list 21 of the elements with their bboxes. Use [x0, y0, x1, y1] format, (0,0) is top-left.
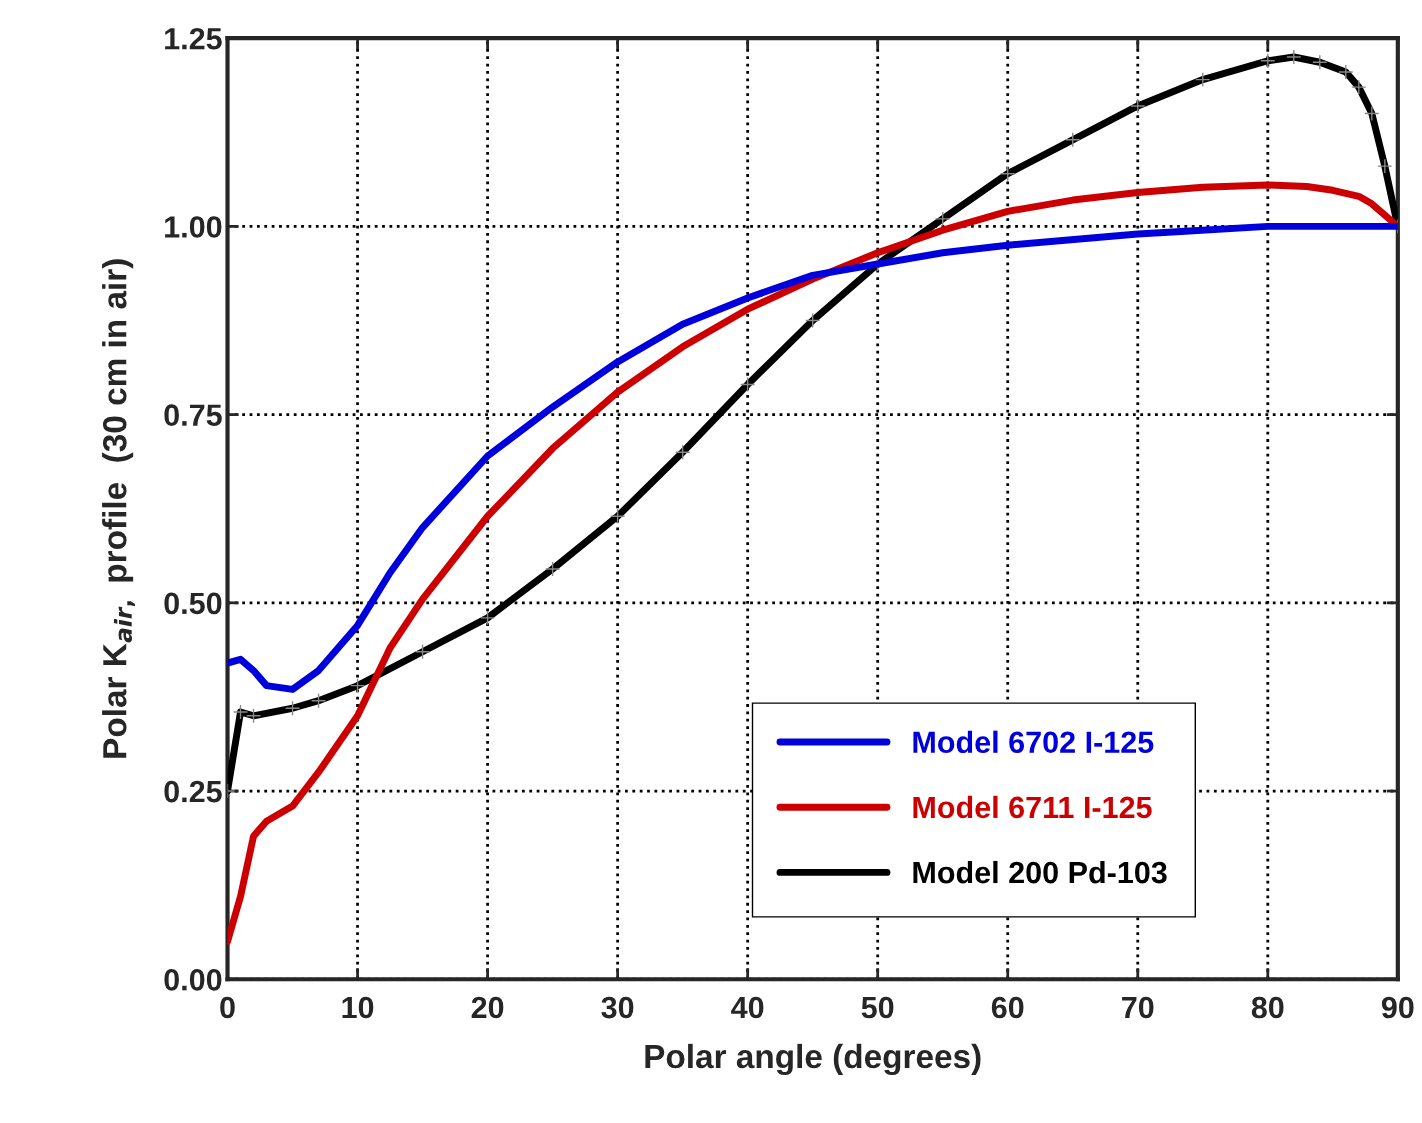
legend-label: Model 6702 I-125	[913, 730, 1154, 754]
y-tick-label: 0.75	[164, 404, 222, 426]
legend-label: Model 6711 I-125	[913, 795, 1152, 819]
x-tick-label: 0	[220, 996, 235, 1019]
x-tick-label: 50	[861, 996, 894, 1019]
y-tick-label: 1.25	[165, 27, 222, 50]
y-axis-title: Polar K$_{air,}$ profile (30 cm in air)	[102, 259, 136, 758]
x-axis-title: Polar angle (degrees)	[645, 1043, 981, 1076]
x-tick-label: 20	[471, 996, 504, 1019]
y-tick-label: 0.25	[164, 780, 222, 803]
x-tick-label: 30	[601, 996, 634, 1019]
y-tick-label: 0.50	[164, 592, 222, 615]
y-tick-label: 1.00	[165, 216, 222, 238]
x-tick-label: 60	[991, 996, 1024, 1019]
x-tick-label: 40	[731, 996, 764, 1019]
x-tick-label: 90	[1381, 996, 1414, 1019]
legend-label: Model 200 Pd-103	[913, 860, 1167, 884]
x-tick-label: 10	[342, 996, 374, 1019]
x-tick-label: 70	[1122, 996, 1154, 1019]
y-tick-label: 0.00	[164, 968, 222, 991]
x-tick-label: 80	[1251, 996, 1284, 1019]
